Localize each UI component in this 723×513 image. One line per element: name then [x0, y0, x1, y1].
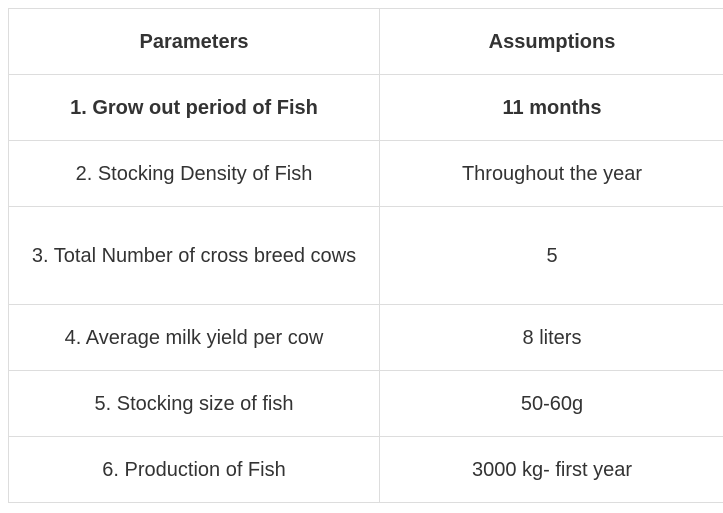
parameter-cell: 4. Average milk yield per cow — [8, 304, 380, 371]
table-row: 4. Average milk yield per cow 8 liters — [8, 304, 723, 371]
assumption-cell: Throughout the year — [379, 140, 723, 207]
table-row: 6. Production of Fish 3000 kg- first yea… — [8, 436, 723, 503]
parameter-cell: 1. Grow out period of Fish — [8, 74, 380, 141]
assumption-cell: 8 liters — [379, 304, 723, 371]
assumption-cell: 50-60g — [379, 370, 723, 437]
parameter-cell: 3. Total Number of cross breed cows — [8, 206, 380, 305]
parameter-cell: 6. Production of Fish — [8, 436, 380, 503]
assumption-cell: 5 — [379, 206, 723, 305]
assumption-cell: 11 months — [379, 74, 723, 141]
parameters-table: Parameters Assumptions 1. Grow out perio… — [8, 8, 723, 503]
header-parameters: Parameters — [8, 8, 380, 75]
parameter-cell: 2. Stocking Density of Fish — [8, 140, 380, 207]
header-row: Parameters Assumptions — [8, 8, 723, 75]
assumption-cell: 3000 kg- first year — [379, 436, 723, 503]
table-row: 2. Stocking Density of Fish Throughout t… — [8, 140, 723, 207]
table-row: 5. Stocking size of fish 50-60g — [8, 370, 723, 437]
table-row: 1. Grow out period of Fish 11 months — [8, 74, 723, 141]
table-row: 3. Total Number of cross breed cows 5 — [8, 206, 723, 305]
parameter-cell: 5. Stocking size of fish — [8, 370, 380, 437]
header-assumptions: Assumptions — [379, 8, 723, 75]
